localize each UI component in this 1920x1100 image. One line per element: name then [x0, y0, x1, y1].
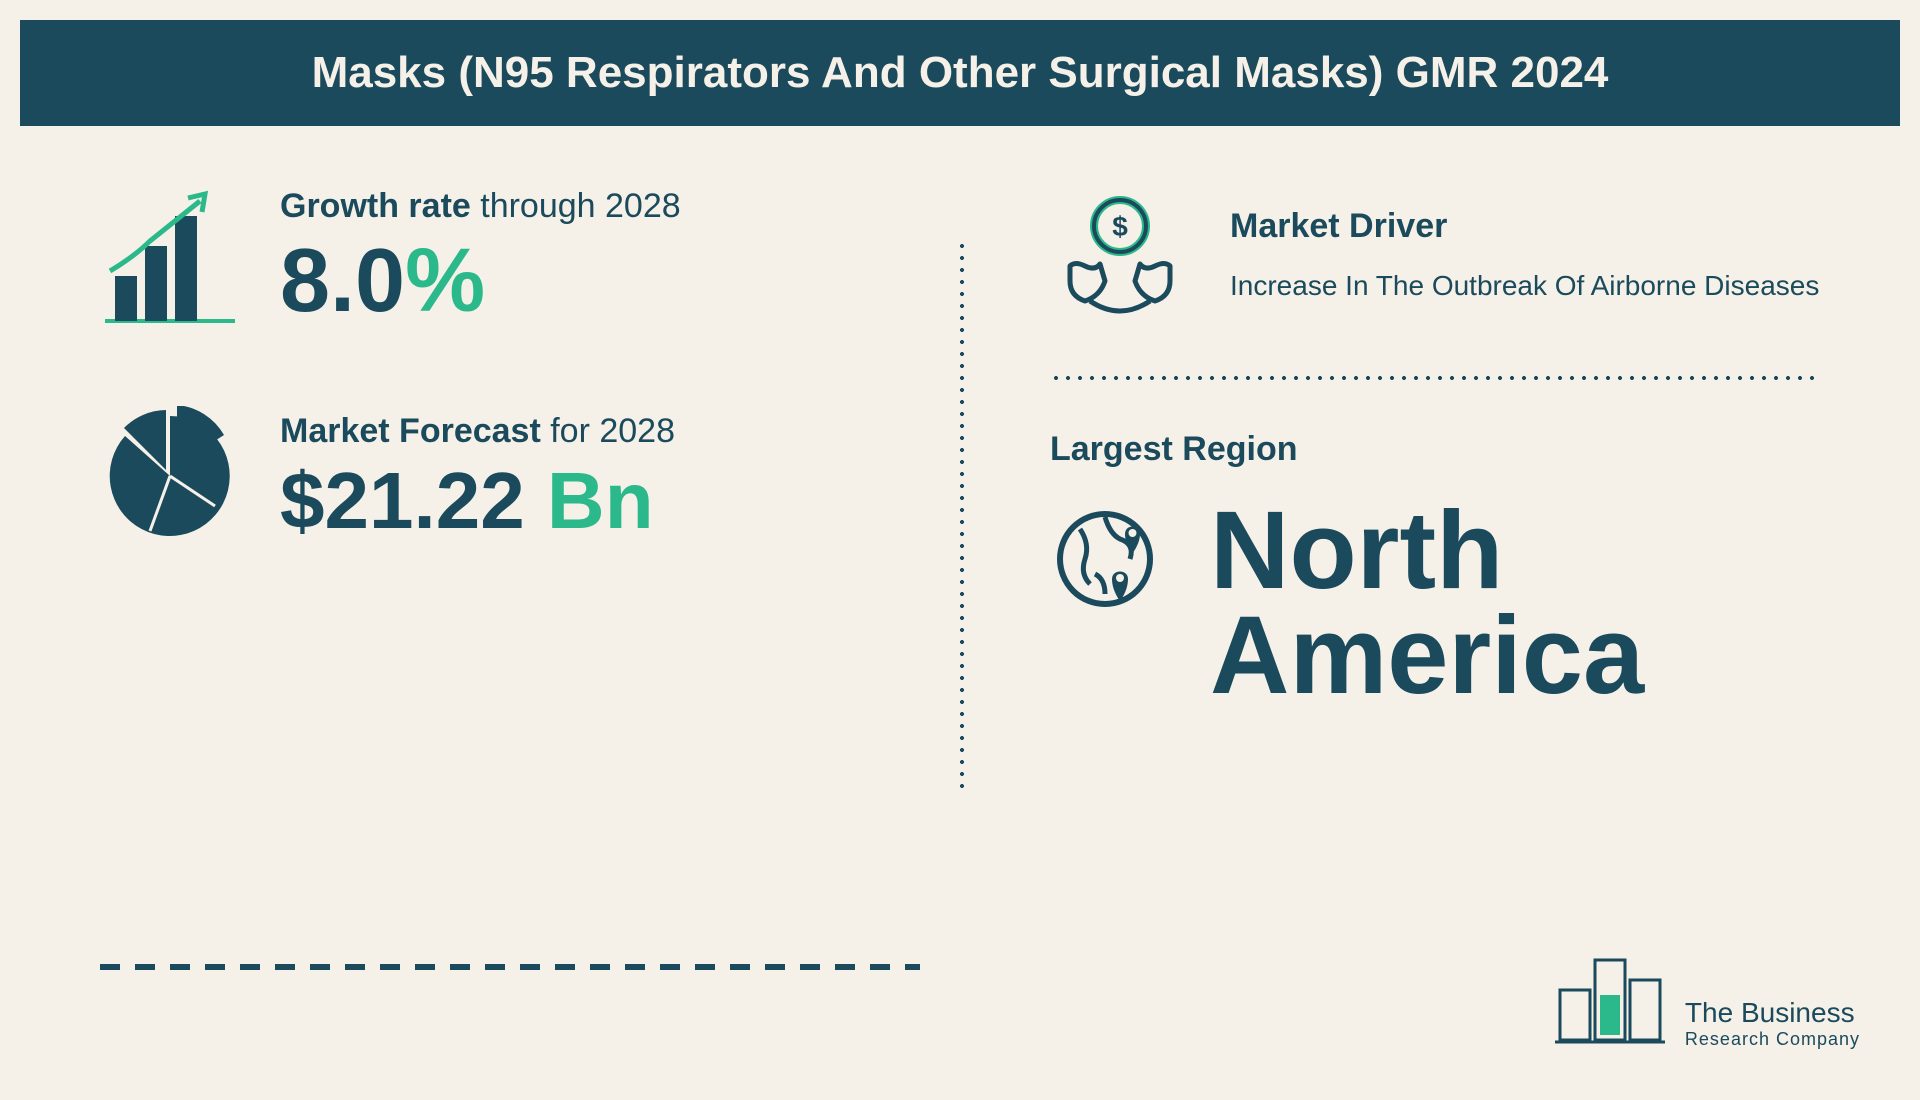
- left-column: Growth rate through 2028 8.0% Ma: [100, 186, 920, 708]
- forecast-value-number: $21.22: [280, 456, 525, 545]
- growth-label: Growth rate through 2028: [280, 187, 900, 226]
- hands-money-icon: $: [1050, 186, 1190, 326]
- header-bar: Masks (N95 Respirators And Other Surgica…: [20, 20, 1900, 126]
- growth-label-bold: Growth rate: [280, 187, 471, 225]
- driver-section: $ Market Driver Increase In The Outbreak…: [1050, 186, 1820, 326]
- driver-title: Market Driver: [1230, 207, 1819, 246]
- growth-value-suffix: %: [405, 231, 485, 331]
- forecast-section: Market Forecast for 2028 $21.22 Bn: [100, 406, 900, 546]
- vertical-divider: [960, 240, 964, 790]
- forecast-label: Market Forecast for 2028: [280, 412, 900, 451]
- logo-text: The Business Research Company: [1685, 997, 1860, 1050]
- growth-value-number: 8.0: [280, 231, 405, 331]
- forecast-value-suffix: Bn: [525, 456, 654, 545]
- company-logo: The Business Research Company: [1550, 940, 1860, 1050]
- svg-text:$: $: [1112, 211, 1128, 242]
- page-title: Masks (N95 Respirators And Other Surgica…: [60, 48, 1860, 98]
- forecast-text: Market Forecast for 2028 $21.22 Bn: [280, 412, 900, 541]
- region-section: Largest Region: [1050, 430, 1820, 708]
- globe-pin-icon: [1050, 499, 1170, 619]
- pie-chart-icon: [100, 406, 240, 546]
- growth-text: Growth rate through 2028 8.0%: [280, 187, 900, 326]
- forecast-label-light: for 2028: [541, 412, 675, 450]
- growth-value: 8.0%: [280, 236, 900, 326]
- right-column: $ Market Driver Increase In The Outbreak…: [980, 186, 1820, 708]
- growth-label-light: through 2028: [471, 187, 681, 225]
- driver-description: Increase In The Outbreak Of Airborne Dis…: [1230, 266, 1819, 305]
- bottom-dashes: [100, 964, 920, 970]
- region-title: Largest Region: [1050, 430, 1820, 469]
- forecast-label-bold: Market Forecast: [280, 412, 541, 450]
- growth-section: Growth rate through 2028 8.0%: [100, 186, 900, 326]
- growth-chart-icon: [100, 186, 240, 326]
- driver-text-block: Market Driver Increase In The Outbreak O…: [1230, 207, 1819, 305]
- forecast-value: $21.22 Bn: [280, 461, 900, 541]
- logo-line1: The Business: [1685, 997, 1860, 1029]
- horizontal-divider: [1050, 376, 1820, 380]
- logo-line2: Research Company: [1685, 1029, 1860, 1050]
- region-value: North America: [1210, 499, 1820, 708]
- logo-bars-icon: [1550, 940, 1670, 1050]
